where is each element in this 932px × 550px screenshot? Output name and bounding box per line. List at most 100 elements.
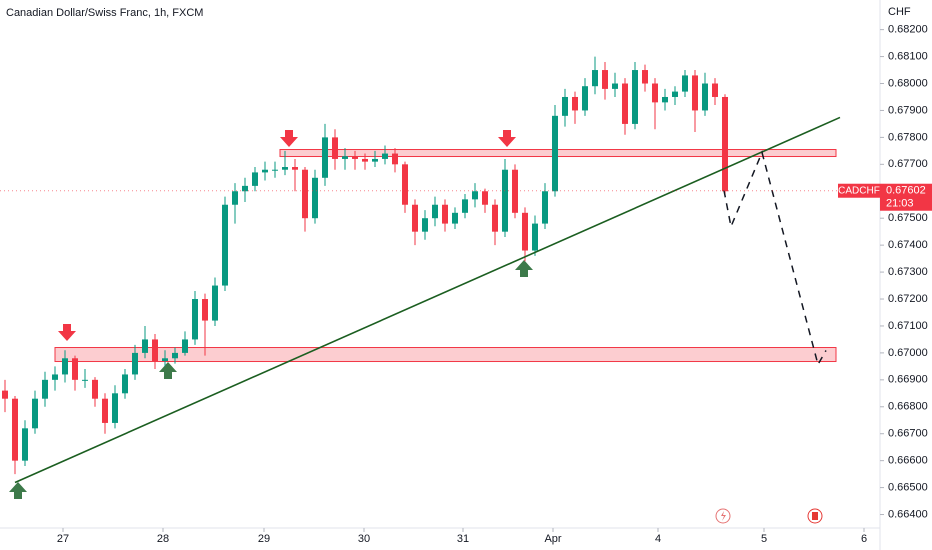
candle-body xyxy=(142,339,148,353)
y-tick-label: 0.68100 xyxy=(888,50,928,62)
sell-arrow xyxy=(280,130,298,147)
candle-body xyxy=(402,164,408,205)
candle-body xyxy=(252,172,258,186)
x-tick-label: 4 xyxy=(655,533,661,545)
candle-body xyxy=(32,398,38,429)
y-tick-label: 0.66700 xyxy=(888,428,928,440)
candle-body xyxy=(462,199,468,213)
x-tick-label: 29 xyxy=(258,533,270,545)
candle-body xyxy=(582,86,588,111)
symbol-tag xyxy=(838,183,880,198)
candle-body xyxy=(572,96,578,111)
candle-body xyxy=(222,204,228,286)
buy-arrow xyxy=(159,362,177,379)
candle-body xyxy=(622,83,628,124)
buy-arrows xyxy=(9,260,533,499)
candle-body xyxy=(182,339,188,353)
candle-body xyxy=(322,137,328,178)
candle-body xyxy=(312,177,318,219)
candle-body xyxy=(422,218,428,232)
candle-body xyxy=(202,299,208,321)
candles xyxy=(2,56,728,475)
x-tick-label: 6 xyxy=(861,533,867,545)
candle-body xyxy=(112,393,118,423)
x-tick-label: 30 xyxy=(358,533,370,545)
event-icon-glyph xyxy=(812,512,818,520)
candle-body xyxy=(502,169,508,232)
candle-body xyxy=(42,379,48,399)
y-tick-label: 0.66800 xyxy=(888,401,928,413)
x-tick-label: 27 xyxy=(57,533,69,545)
candle-body xyxy=(82,379,88,381)
candle-body xyxy=(412,204,418,232)
y-tick-label: 0.67400 xyxy=(888,239,928,251)
y-tick-label: 0.67800 xyxy=(888,131,928,143)
countdown-label: 21:03 xyxy=(886,198,914,210)
candle-body xyxy=(72,358,78,380)
candle-body xyxy=(482,191,488,205)
candle-body xyxy=(722,96,728,192)
candle-body xyxy=(632,70,638,124)
candle-body xyxy=(372,158,378,162)
y-tick-label: 0.67200 xyxy=(888,293,928,305)
candle-body xyxy=(712,83,718,97)
sell-arrow xyxy=(498,130,516,147)
event-icon-glyph xyxy=(721,511,726,521)
candle-body xyxy=(132,352,138,375)
x-tick-label: 28 xyxy=(157,533,169,545)
sell-arrow xyxy=(58,324,76,341)
candle-body xyxy=(392,153,398,165)
x-tick-label: 31 xyxy=(457,533,469,545)
y-tick-label: 0.67100 xyxy=(888,320,928,332)
y-tick-label: 0.66900 xyxy=(888,374,928,386)
candle-body xyxy=(122,374,128,394)
last-price-tag xyxy=(880,183,932,211)
candle-body xyxy=(152,339,158,361)
candle-body xyxy=(672,91,678,97)
y-tick-label: 0.67000 xyxy=(888,347,928,359)
candle-body xyxy=(102,398,108,423)
candle-body xyxy=(702,83,708,111)
candle-body xyxy=(652,83,658,103)
candle-body xyxy=(562,96,568,116)
candle-body xyxy=(662,96,668,103)
candle-body xyxy=(2,390,8,399)
chart-title: Canadian Dollar/Swiss Franc, 1h, FXCM xyxy=(6,7,203,19)
buy-arrow xyxy=(9,482,27,499)
candle-body xyxy=(332,137,338,159)
buy-arrow xyxy=(515,260,533,277)
candle-body xyxy=(592,70,598,87)
candle-body xyxy=(642,70,648,84)
candle-body xyxy=(162,358,168,361)
candle-body xyxy=(342,156,348,159)
candle-body xyxy=(492,204,498,232)
candle-body xyxy=(172,352,178,359)
candle-body xyxy=(432,204,438,219)
candle-body xyxy=(92,379,98,399)
candle-body xyxy=(532,223,538,251)
y-tick-label: 0.67300 xyxy=(888,266,928,278)
y-tick-label: 0.66600 xyxy=(888,455,928,467)
candle-body xyxy=(22,428,28,461)
y-tick-label: 0.67900 xyxy=(888,104,928,116)
price-zone xyxy=(54,347,837,363)
y-tick-label: 0.66400 xyxy=(888,508,928,520)
y-tick-label: 0.67500 xyxy=(888,212,928,224)
x-tick-label: 5 xyxy=(761,533,767,545)
candle-body xyxy=(512,169,518,213)
y-tick-label: 0.68000 xyxy=(888,77,928,89)
y-tick-label: 0.66500 xyxy=(888,481,928,493)
candle-body xyxy=(62,358,68,375)
candle-body xyxy=(382,153,388,159)
candle-body xyxy=(682,75,688,92)
candle-body xyxy=(12,398,18,461)
x-tick-label: Apr xyxy=(544,533,561,545)
candle-body xyxy=(442,204,448,224)
candle-body xyxy=(522,212,528,251)
sell-arrows xyxy=(58,130,516,341)
candle-body xyxy=(292,167,298,170)
candle-body xyxy=(472,191,478,200)
candle-body xyxy=(692,75,698,111)
